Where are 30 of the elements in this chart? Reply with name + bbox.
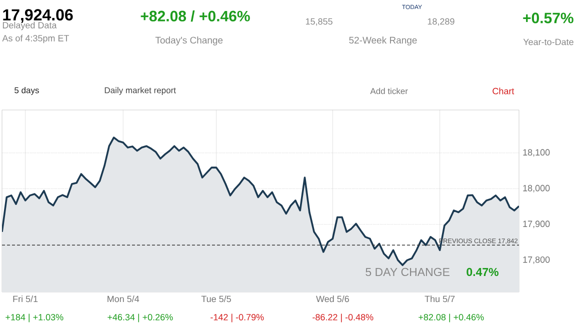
text: +184 | +1.03% <box>6 314 64 322</box>
text: +82.08 / +0.46% <box>140 10 250 22</box>
text: Delayed Data <box>2 22 57 30</box>
text: -86.22 | -0.48% <box>312 314 374 322</box>
y-tick-label: 17,900 <box>523 220 550 228</box>
annotation: 0.47% <box>466 268 498 276</box>
text: Year-to-Date <box>523 38 574 46</box>
text: As of 4:35pm ET <box>2 34 70 44</box>
x-tick-label: Tue 5/5 <box>201 296 231 302</box>
text: 52-Week Range <box>349 36 417 46</box>
text: -142 | -0.79% <box>210 314 264 322</box>
text: Chart <box>492 88 514 94</box>
chart-title: 17,924.06 <box>3 9 73 23</box>
text: Add ticker <box>370 88 408 94</box>
annotation: 5 DAY CHANGE <box>366 268 450 276</box>
text: +82.08 | +0.46% <box>418 314 484 322</box>
y-tick-label: 18,000 <box>523 184 550 192</box>
text: 15,855 <box>306 18 332 26</box>
y-tick-label: 17,800 <box>523 256 550 264</box>
text: Daily market report <box>104 87 176 95</box>
y-tick-label: 18,100 <box>523 149 550 157</box>
text: 5 days <box>14 87 39 95</box>
x-tick-label: Fri 5/1 <box>13 296 38 302</box>
x-tick-label: Thu 5/7 <box>424 296 455 302</box>
x-tick-label: Wed 5/6 <box>316 296 349 302</box>
text: +0.57% <box>523 12 574 24</box>
text: +46.34 | +0.26% <box>108 314 173 322</box>
text: Today's Change <box>155 36 223 46</box>
x-tick-label: Mon 5/4 <box>108 296 140 302</box>
text: 18,289 <box>428 18 454 26</box>
